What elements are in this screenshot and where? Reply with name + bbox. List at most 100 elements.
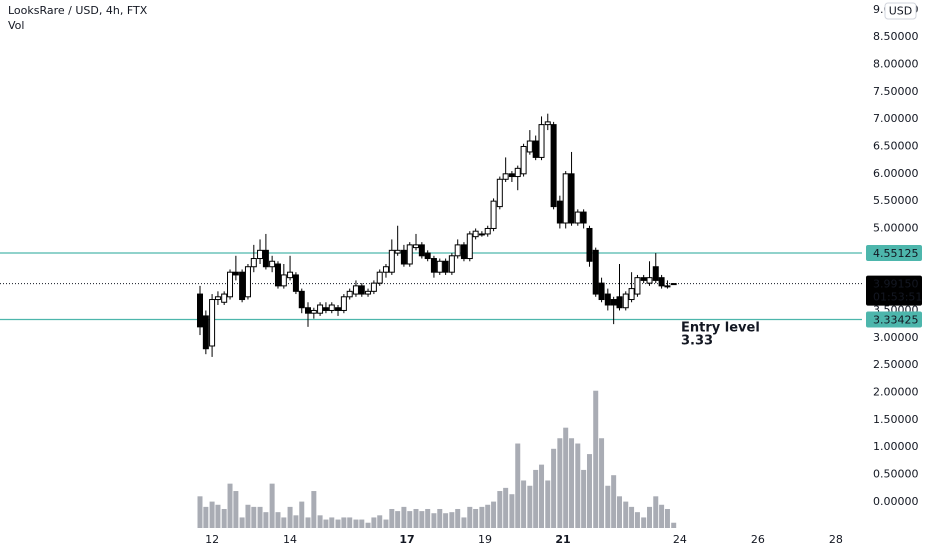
volume-bar — [425, 508, 431, 528]
candle-body — [556, 200, 563, 224]
candle-body — [358, 285, 365, 295]
volume-bar — [497, 491, 503, 528]
candle-body — [394, 249, 401, 254]
volume-bar — [443, 513, 449, 528]
volume-bar — [634, 512, 640, 528]
volume-bar — [227, 483, 233, 528]
x-tick-label: 17 — [399, 533, 414, 546]
candle-body — [508, 173, 515, 178]
volume-bar — [455, 508, 461, 528]
candle-body — [221, 293, 228, 303]
y-tick-label: 0.50000 — [873, 467, 919, 480]
candle-body — [257, 249, 264, 260]
candle-body — [550, 124, 557, 208]
candle-body — [610, 299, 617, 306]
x-tick-label: 21 — [555, 533, 570, 546]
volume-bar — [569, 438, 575, 528]
x-tick-label: 26 — [751, 533, 765, 546]
volume-bar — [557, 438, 563, 528]
price-label: 3.33425 — [873, 314, 919, 327]
candle-body — [586, 227, 593, 262]
volume-bar — [299, 501, 305, 528]
x-tick-label: 28 — [829, 533, 843, 546]
currency-badge: USD — [889, 5, 913, 18]
volume-bar — [359, 519, 365, 528]
y-tick-label: 5.00000 — [873, 221, 919, 234]
x-tick-label: 12 — [205, 533, 219, 546]
volume-bar — [233, 491, 239, 528]
volume-bar — [353, 519, 359, 528]
volume-bar — [491, 501, 497, 528]
candle-body — [232, 271, 239, 276]
volume-bar — [215, 504, 221, 528]
candle-body — [298, 290, 305, 309]
x-tick-label: 19 — [478, 533, 492, 546]
candle-body — [250, 258, 257, 268]
candle-body — [335, 307, 342, 311]
y-tick-label: 8.50000 — [873, 30, 919, 43]
volume-bar — [377, 515, 383, 528]
volume-bar — [269, 483, 275, 528]
volume-bar — [275, 512, 281, 528]
volume-bar — [527, 485, 533, 528]
volume-bar — [664, 508, 670, 528]
volume-bar — [251, 506, 257, 528]
volume-bar — [389, 508, 395, 528]
volume-bar — [245, 504, 251, 528]
candle-body — [310, 309, 317, 314]
volume-bar — [653, 496, 659, 528]
x-tick-label: 24 — [673, 533, 687, 546]
volume-bar — [365, 522, 371, 528]
volume-bar — [383, 519, 389, 528]
volume-bar — [329, 517, 335, 528]
candle-body — [262, 249, 269, 268]
volume-bar — [629, 506, 635, 528]
candle-body — [328, 304, 335, 311]
volume-bar — [203, 506, 209, 528]
volume-bar — [407, 511, 413, 528]
candle-body — [412, 244, 419, 249]
volume-label: Vol — [8, 19, 24, 32]
y-tick-label: 2.50000 — [873, 358, 919, 371]
candle-body — [670, 283, 677, 286]
candle-body — [346, 290, 353, 298]
volume-bar — [521, 480, 527, 528]
candle-body — [484, 227, 491, 235]
currency-badge-bg — [884, 2, 917, 20]
y-tick-label: 7.50000 — [873, 85, 919, 98]
volume-bar — [257, 506, 263, 528]
price-label-bg — [866, 311, 922, 328]
candle-body — [202, 315, 209, 350]
candle-body — [317, 304, 324, 314]
candle-body — [628, 288, 635, 301]
volume-bar — [647, 506, 653, 528]
candle-body — [520, 145, 527, 175]
volume-bar — [437, 508, 443, 528]
candle-body — [340, 296, 347, 311]
last-price-bg — [866, 275, 922, 306]
candle-body — [388, 249, 395, 273]
price-label: 4.55125 — [873, 247, 919, 260]
candle-body — [562, 173, 569, 224]
candle-body — [646, 277, 653, 284]
candle-body — [454, 244, 461, 257]
last-price-label: 3.99150 — [873, 278, 919, 291]
volume-bar — [311, 491, 317, 528]
volume-bar — [281, 517, 287, 528]
candle-body — [538, 124, 545, 158]
candle-body — [502, 173, 509, 180]
candle-body — [287, 271, 294, 279]
candle-body — [592, 249, 599, 295]
volume-bar — [317, 515, 323, 528]
volume-bar — [293, 515, 299, 528]
price-label-bg — [866, 245, 922, 261]
volume-bar — [221, 508, 227, 528]
candle-body — [514, 167, 521, 178]
volume-bar — [209, 501, 215, 528]
candle-body — [532, 140, 539, 158]
candle-body — [370, 282, 377, 292]
volume-bar — [449, 512, 455, 528]
volume-bar — [617, 496, 623, 528]
y-tick-label: 3.00000 — [873, 331, 919, 344]
